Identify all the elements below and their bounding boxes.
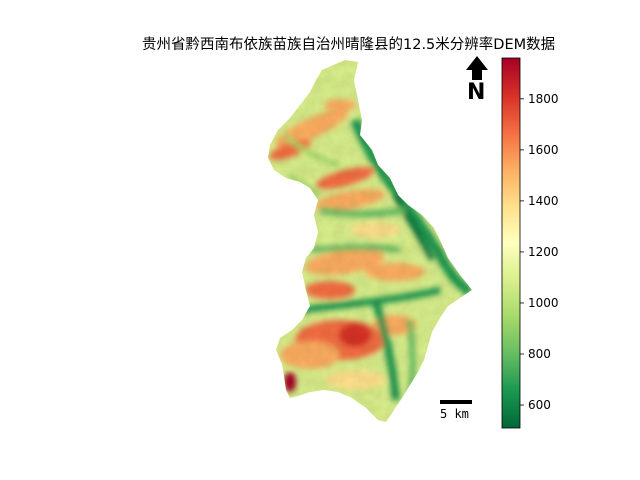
- colorbar-tick-label: 1200: [528, 245, 559, 259]
- colorbar-tick-label: 600: [528, 398, 551, 412]
- north-arrow-icon: [466, 56, 488, 80]
- colorbar-tick-label: 1400: [528, 194, 559, 208]
- colorbar-tick-label: 1000: [528, 296, 559, 310]
- north-label: N: [467, 80, 486, 105]
- scale-bar-label: 5 km: [440, 407, 469, 421]
- colorbar: 600 800 1000 1200 1400 1600 1800: [501, 57, 559, 429]
- colorbar-tick-label: 800: [528, 347, 551, 361]
- colorbar-tick-label: 1600: [528, 143, 559, 157]
- scale-bar: [440, 400, 472, 404]
- dem-raster: [268, 60, 472, 422]
- colorbar-gradient: [501, 57, 521, 429]
- colorbar-tick-label: 1800: [528, 92, 559, 106]
- map-title: 贵州省黔西南布依族苗族自治州晴隆县的12.5米分辨率DEM数据: [142, 37, 556, 53]
